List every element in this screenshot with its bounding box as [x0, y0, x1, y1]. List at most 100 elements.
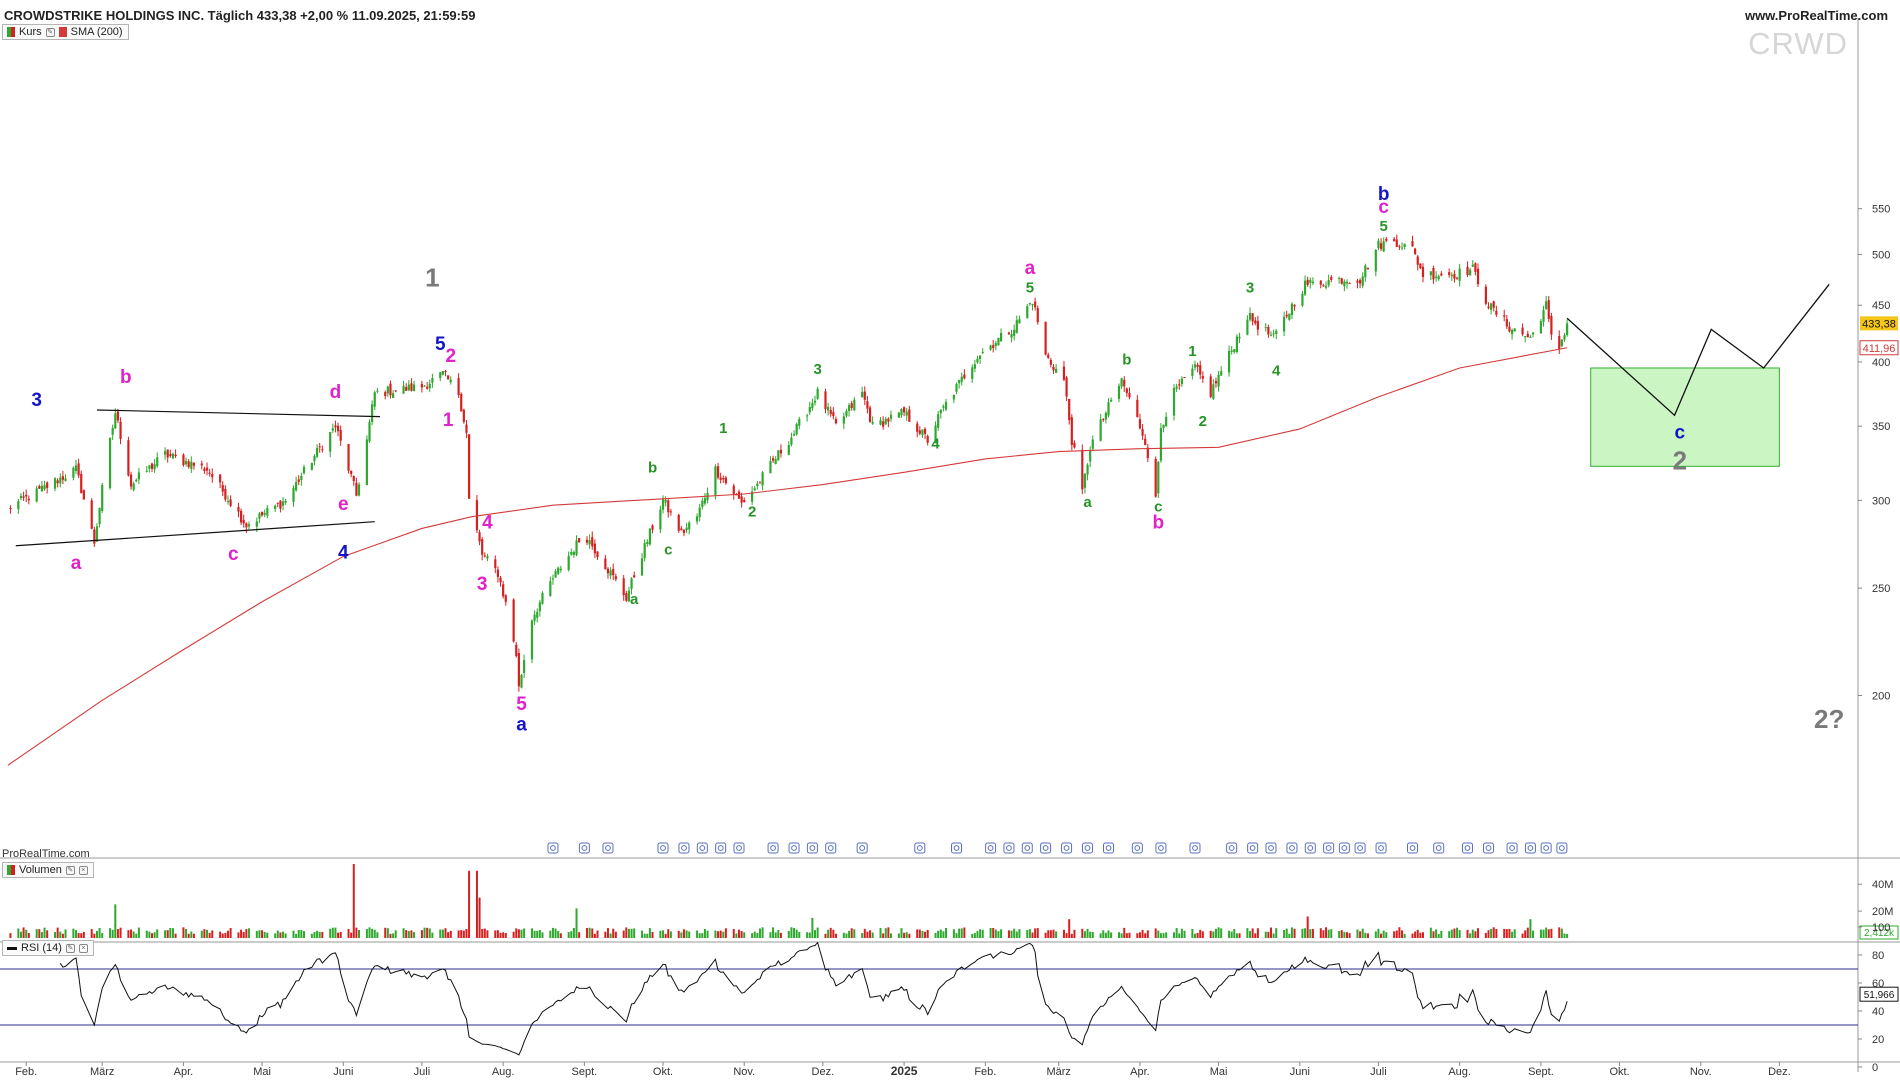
wave-label: 1	[1188, 343, 1196, 360]
candle-body	[829, 409, 832, 415]
event-icon[interactable]	[602, 842, 614, 854]
candle	[606, 567, 610, 579]
time-axis: Feb. März Apr. Mai Juni Juli Aug. Sept. Okt. Nov.…	[15, 1062, 1791, 1078]
event-icon[interactable]	[1155, 842, 1167, 854]
candle	[955, 382, 958, 395]
candle-body	[226, 500, 230, 502]
event-icon[interactable]	[1103, 842, 1115, 854]
volume-bar	[787, 930, 790, 938]
volume-bar	[43, 927, 46, 938]
event-icon[interactable]	[1082, 842, 1094, 854]
volume-bar	[903, 932, 906, 938]
candle	[937, 410, 940, 431]
event-icon[interactable]	[1433, 842, 1445, 854]
event-icon[interactable]	[767, 842, 779, 854]
candle-body	[1073, 442, 1076, 448]
event-icon[interactable]	[578, 842, 590, 854]
event-icon[interactable]	[985, 842, 997, 854]
event-icon[interactable]	[1189, 842, 1201, 854]
event-icon[interactable]	[1286, 842, 1298, 854]
event-icon[interactable]	[1040, 842, 1052, 854]
candle-body	[677, 514, 680, 531]
candle-body	[61, 476, 64, 480]
event-icon[interactable]	[825, 842, 837, 854]
event-icon[interactable]	[1354, 842, 1366, 854]
event-icon[interactable]	[733, 842, 745, 854]
volume-bar	[829, 927, 832, 938]
candle-body	[1393, 239, 1396, 242]
event-icon[interactable]	[547, 842, 559, 854]
event-icon[interactable]	[1462, 842, 1474, 854]
volume-bar	[798, 931, 801, 938]
event-icon[interactable]	[788, 842, 800, 854]
candle	[740, 492, 743, 508]
candle-body	[1400, 247, 1404, 249]
event-icon[interactable]	[1375, 842, 1387, 854]
event-icon[interactable]	[696, 842, 708, 854]
event-icon[interactable]	[1540, 842, 1552, 854]
close-icon[interactable]: ×	[78, 865, 88, 875]
event-icon[interactable]	[1338, 842, 1350, 854]
candle-body	[1083, 473, 1087, 488]
candle	[651, 524, 654, 534]
event-icon[interactable]	[1406, 842, 1418, 854]
candle	[1083, 473, 1087, 494]
candle-body	[1434, 276, 1438, 278]
event-icon[interactable]	[657, 842, 669, 854]
event-icon[interactable]	[1556, 842, 1568, 854]
volume-legend[interactable]: Volumen ✎ ×	[2, 862, 94, 878]
volume-bar	[614, 931, 617, 938]
candle	[174, 449, 177, 459]
candle	[994, 340, 997, 351]
rsi-legend[interactable]: RSI (14) ✎ ×	[2, 940, 94, 956]
event-icon[interactable]	[1226, 842, 1238, 854]
candle	[625, 590, 628, 602]
candle-body	[908, 409, 911, 422]
candle	[976, 355, 979, 364]
event-icon[interactable]	[1524, 842, 1536, 854]
event-icon[interactable]	[856, 842, 868, 854]
event-icon[interactable]	[1131, 842, 1143, 854]
event-icon[interactable]	[1265, 842, 1277, 854]
event-icon[interactable]	[1247, 842, 1259, 854]
close-icon[interactable]: ×	[78, 943, 88, 953]
candle-body	[627, 590, 631, 602]
event-icon[interactable]	[806, 842, 818, 854]
event-icon[interactable]	[1506, 842, 1518, 854]
wrench-icon[interactable]: ✎	[45, 27, 55, 37]
source-link[interactable]: www.ProRealTime.com	[1744, 8, 1888, 23]
candle-body	[622, 578, 625, 596]
volume-bar	[1474, 931, 1477, 938]
price-legend[interactable]: Kurs ✎ SMA (200)	[2, 24, 129, 40]
wrench-icon[interactable]: ✎	[65, 943, 75, 953]
candle	[989, 344, 992, 351]
event-icon[interactable]	[914, 842, 926, 854]
candle-body	[365, 439, 368, 486]
candle-body	[447, 375, 450, 380]
candle	[771, 455, 775, 463]
event-icon[interactable]	[1021, 842, 1033, 854]
event-icon-glyph	[717, 845, 724, 851]
candle	[811, 398, 814, 411]
wave-label: b	[1378, 184, 1390, 205]
event-icon[interactable]	[1482, 842, 1494, 854]
event-icon[interactable]	[1061, 842, 1073, 854]
candle	[808, 401, 811, 415]
candle-body	[625, 593, 628, 601]
candle-body	[1246, 319, 1249, 335]
event-icon[interactable]	[1003, 842, 1015, 854]
candle-body	[274, 505, 277, 509]
candle-body	[1031, 304, 1034, 306]
candle	[1303, 275, 1307, 297]
wrench-icon[interactable]: ✎	[65, 865, 75, 875]
candle-body	[1217, 374, 1220, 387]
candle	[559, 565, 562, 573]
candle	[402, 380, 405, 394]
event-icon[interactable]	[715, 842, 727, 854]
event-icon[interactable]	[1323, 842, 1335, 854]
event-icon[interactable]	[1304, 842, 1316, 854]
event-icon[interactable]	[951, 842, 963, 854]
volume-bar	[166, 930, 169, 938]
candle-body	[486, 556, 489, 559]
event-icon[interactable]	[678, 842, 690, 854]
